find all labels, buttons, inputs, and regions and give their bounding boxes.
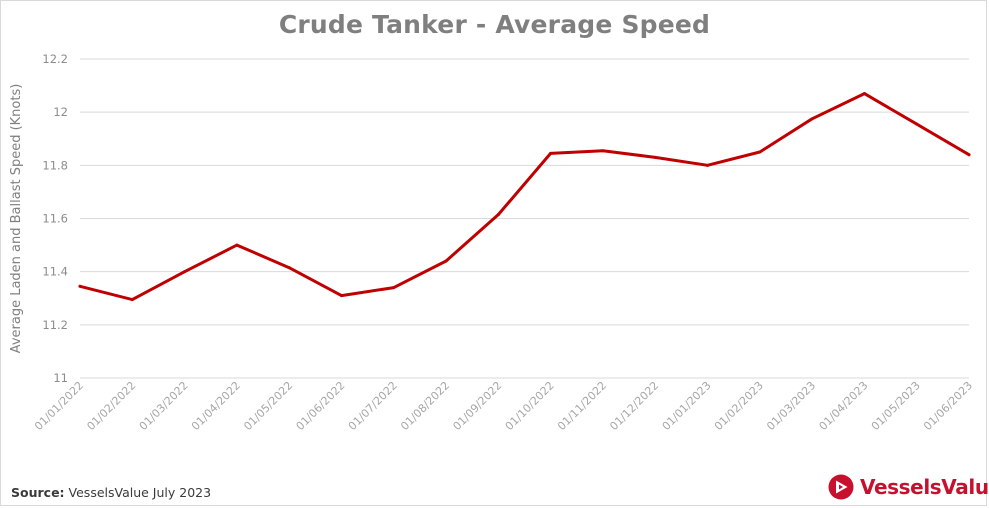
y-axis-label: Average Laden and Ballast Speed (Knots) [9,84,24,354]
data-point [967,153,971,157]
vesselsvalue-logo-icon [828,474,854,500]
data-point [810,117,814,121]
y-tick-labels: 11 11.2 11.4 11.6 11.8 12 12.2 [42,52,68,385]
x-tick-label: 01/09/2022 [450,379,504,433]
y-tick-label: 12.2 [42,52,68,66]
x-tick-label: 01/06/2022 [294,379,348,433]
y-tick-label: 11.2 [42,318,68,332]
data-point [862,92,866,96]
data-point [287,266,291,270]
x-tick-label: 01/03/2022 [137,379,191,433]
data-point [183,270,187,274]
data-point [653,155,657,159]
x-tick-label: 01/02/2022 [84,379,138,433]
data-point [915,122,919,126]
data-point [496,213,500,217]
data-point [444,259,448,263]
data-point [549,151,553,155]
x-tick-label: 01/07/2022 [346,379,400,433]
x-tick-label: 01/06/2023 [921,379,975,433]
x-tick-label: 01/05/2023 [869,379,923,433]
x-tick-label: 01/04/2022 [189,379,243,433]
data-point [78,284,82,288]
x-tick-label: 01/05/2022 [241,379,295,433]
data-point [130,298,134,302]
y-tick-label: 11 [53,371,68,385]
x-tick-label: 01/10/2022 [503,379,557,433]
vesselsvalue-logo: VesselsValue [828,472,989,502]
x-tick-label: 01/02/2023 [712,379,766,433]
source-note: Source: VesselsValue July 2023 [11,485,211,500]
y-tick-label: 11.6 [42,212,68,226]
logo-text: VesselsValue [860,475,989,499]
x-tick-label: 01/12/2022 [607,379,661,433]
source-text: VesselsValue July 2023 [68,485,212,500]
data-point [392,286,396,290]
series-line [78,92,971,302]
data-point [601,149,605,153]
x-tick-label: 01/08/2022 [398,379,452,433]
gridlines [80,58,969,379]
data-point [706,163,710,167]
data-point [758,150,762,154]
series-layer [78,92,971,302]
data-point [235,243,239,247]
y-tick-label: 11.4 [42,265,68,279]
x-tick-labels: 01/01/202201/02/202201/03/202201/04/2022… [32,379,975,433]
y-tick-label: 12 [53,105,68,119]
x-tick-label: 01/01/2022 [32,379,86,433]
data-point [339,294,343,298]
x-tick-label: 01/01/2023 [660,379,714,433]
x-tick-label: 01/11/2022 [555,379,609,433]
chart-title: Crude Tanker - Average Speed [278,10,711,39]
source-label: Source: [11,485,65,500]
x-tick-label: 01/04/2023 [817,379,871,433]
x-tick-label: 01/03/2023 [764,379,818,433]
y-tick-label: 11.8 [42,158,68,172]
